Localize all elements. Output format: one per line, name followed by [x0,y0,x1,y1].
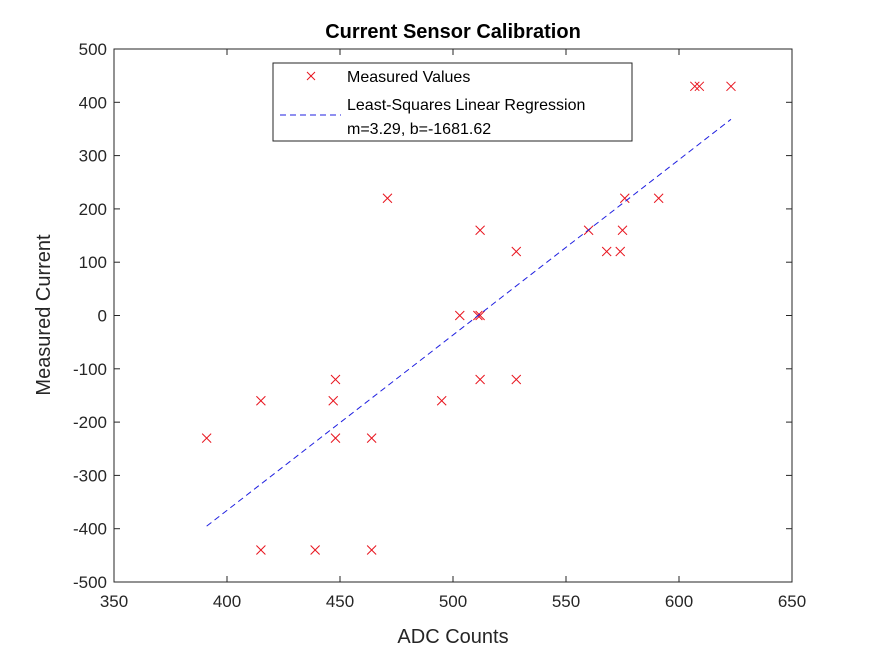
x-axis-label: ADC Counts [397,626,508,648]
data-point-x-marker [256,545,266,555]
data-point-x-marker [511,246,522,257]
x-tick-label: 450 [326,592,354,611]
legend-entry-regression: Least-Squares Linear Regression [347,97,585,114]
data-point-x-marker [511,374,522,385]
legend-box [272,62,633,142]
data-point-x-marker [382,193,393,204]
legend-entry-regression-params: m=3.29, b=-1681.62 [347,121,491,138]
y-tick-label: 0 [98,307,107,326]
data-point-x-marker [619,193,630,204]
legend: Measured Values Least-Squares Linear Reg… [272,62,633,142]
data-point-x-marker [726,81,736,92]
y-tick-label: 300 [79,147,107,166]
x-tick-label: 650 [778,592,806,611]
data-point-x-marker [694,81,705,92]
x-tick-label: 400 [213,592,241,611]
y-tick-label: -200 [73,413,107,432]
y-tick-label: -500 [73,573,107,592]
chart-title: Current Sensor Calibration [325,21,581,43]
y-tick-label: 500 [79,40,107,59]
data-point-x-marker [475,225,485,236]
data-point-x-marker [454,310,465,321]
ticks-layer: 350 400 450 500 550 600 650 -500 -400 -300 -200 -10… [73,40,806,611]
data-point-x-marker [201,433,212,443]
regression-line [206,118,732,527]
legend-marker-icon [306,71,316,81]
data-point-x-marker [601,246,612,257]
data-point-x-marker [366,433,377,443]
data-point-x-marker [256,395,266,406]
y-tick-label: -300 [73,466,107,485]
y-axis-label: Measured Current [33,234,55,396]
data-point-x-marker [328,395,339,406]
data-point-x-marker [366,545,377,555]
data-point-x-marker [615,246,626,257]
series-layer [201,81,736,555]
x-tick-label: 550 [552,592,580,611]
x-tick-label: 600 [665,592,693,611]
y-tick-label: 200 [79,200,107,219]
data-point-x-marker [310,545,320,555]
data-point-x-marker [436,395,447,406]
x-tick-label: 350 [100,592,128,611]
y-tick-label: -100 [73,360,107,379]
data-point-x-marker [330,433,341,443]
data-point-x-marker [653,193,664,204]
data-point-x-marker [617,225,628,236]
y-tick-label: -400 [73,520,107,539]
data-point-x-marker [330,374,341,385]
x-tick-label: 500 [439,592,467,611]
data-point-x-marker [475,310,485,321]
y-tick-label: 100 [79,253,107,272]
data-point-x-marker [475,374,485,385]
data-point-x-marker [689,81,700,92]
y-tick-label: 400 [79,93,107,112]
legend-entry-measured: Measured Values [347,69,470,86]
